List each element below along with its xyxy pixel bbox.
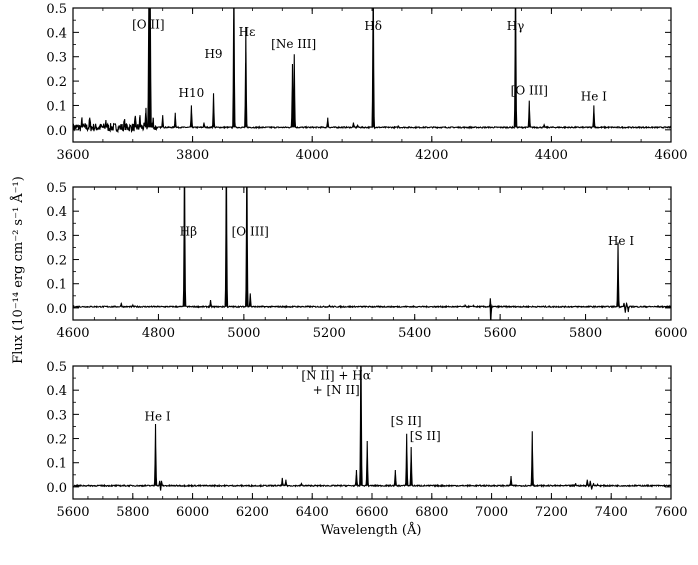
y-tick-label: 0.2 [46,75,67,90]
x-tick-label: 5600 [484,326,517,341]
axes-frame-2 [72,186,672,321]
spectrum-line-2 [73,187,671,320]
x-tick-label: 4600 [56,326,89,341]
emission-line-label: H10 [179,86,205,100]
emission-line-label: + [N II] [313,383,360,397]
emission-line-label: Hγ [507,19,525,33]
emission-line-label: Hβ [180,224,197,238]
axes-frame-3 [72,365,672,500]
spectrum-panel-2: 4600 4800 5000 5200 5400 5600 5800 6000 0.0 0.1 0.… [46,181,687,341]
spectrum-line-1 [73,8,671,134]
x-tick-label: 6600 [355,505,388,520]
x-tick-label: 7600 [654,505,687,520]
y-tick-label: 0.5 [46,181,67,196]
x-tick-label: 3600 [56,148,89,163]
emission-line-label: [N II] + Hα [301,368,370,382]
x-tick-label: 6000 [654,326,687,341]
emission-line-label: H9 [204,47,222,61]
y-tick-label: 0.3 [46,408,67,423]
x-tick-label: 5800 [116,505,149,520]
x-tick-label: 5000 [227,326,260,341]
x-axis-label: Wavelength (Å) [321,522,422,538]
x-tick-label: 4600 [654,148,687,163]
y-tick-label: 0.2 [46,254,67,269]
y-tick-label: 0.3 [46,51,67,66]
x-tick-label: 4200 [415,148,448,163]
emission-line-label: He I [608,234,634,248]
emission-line-label: [Ne III] [271,37,316,51]
y-tick-label: 0.4 [46,26,67,41]
emission-line-label: [O III] [511,83,548,97]
spectrum-panel-1: 3600 3800 4000 4200 4400 4600 0.0 0.1 0.2 0.3 0.4 0… [46,2,687,163]
emission-line-label: [O III] [232,224,269,238]
y-axis-label: Flux (10⁻¹⁴ erg cm⁻² s⁻¹ Å⁻¹) [10,176,26,364]
x-tick-label: 3800 [176,148,209,163]
x-tick-label: 6200 [236,505,269,520]
x-tick-label: 4000 [296,148,329,163]
x-tick-label: 6000 [176,505,209,520]
y-tick-label: 0.1 [46,278,67,293]
x-tick-label: 6400 [296,505,329,520]
spectrum-panels: 3600 3800 4000 4200 4400 4600 0.0 0.1 0.2 0.3 0.4 0… [46,2,687,520]
spectrum-panel-3: 5600 5800 6000 6200 6400 6600 6800 7000 7200 7400… [46,360,687,520]
y-tick-label: 0.0 [46,481,67,496]
emission-line-label: Hδ [364,19,382,33]
emission-line-label: He I [145,409,171,423]
x-tick-label: 5200 [313,326,346,341]
y-tick-label: 0.4 [46,384,67,399]
y-tick-label: 0.0 [46,124,67,139]
x-tick-label: 5800 [569,326,602,341]
y-tick-label: 0.5 [46,2,67,17]
x-tick-label: 5400 [398,326,431,341]
spectrum-line-3 [73,366,671,491]
y-tick-label: 0.2 [46,433,67,448]
emission-line-label: [S II] [410,429,441,443]
y-tick-label: 0.5 [46,360,67,375]
x-tick-label: 7200 [535,505,568,520]
x-tick-label: 6800 [415,505,448,520]
x-tick-label: 5600 [56,505,89,520]
y-tick-label: 0.3 [46,229,67,244]
emission-line-label: Hε [239,25,256,39]
y-tick-label: 0.4 [46,205,67,220]
emission-line-label: He I [581,90,607,104]
emission-line-label: [O II] [132,18,165,32]
y-tick-label: 0.0 [46,302,67,317]
x-tick-label: 4800 [142,326,175,341]
x-tick-label: 7000 [475,505,508,520]
x-tick-label: 7400 [595,505,628,520]
x-tick-label: 4400 [535,148,568,163]
y-tick-label: 0.1 [46,99,67,114]
y-tick-label: 0.1 [46,457,67,472]
emission-line-label: [S II] [391,414,422,428]
